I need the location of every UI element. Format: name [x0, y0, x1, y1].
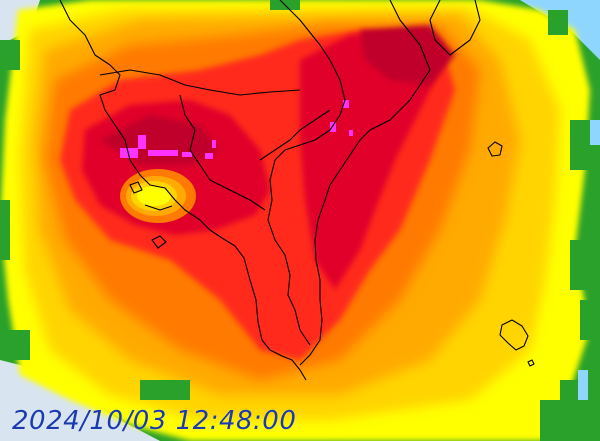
- coastline-east: [299, 0, 431, 366]
- boundary-line-2: [179, 94, 266, 211]
- islet-near-eye-1: [129, 181, 143, 194]
- islet-far-southeast: [527, 359, 535, 367]
- islet-near-eye-2: [151, 235, 167, 249]
- no-echo-northeast: [520, 0, 600, 60]
- boundary-line-1: [99, 69, 301, 96]
- coastline-layer: [59, 0, 535, 381]
- boundary-line-4: [267, 159, 311, 346]
- coastline-north: [274, 0, 346, 161]
- timestamp-label: 2024/10/03 12:48:00: [12, 406, 297, 436]
- island-east: [487, 141, 503, 157]
- coastline-mainland: [59, 0, 307, 381]
- echo-intense-north-band: [300, 30, 445, 290]
- boundary-line-3: [259, 109, 331, 161]
- echo-east-cyan: [578, 120, 600, 400]
- boundary-line-5: [429, 0, 481, 56]
- echo-extreme-patch-1: [360, 25, 455, 85]
- typhoon-eye: [120, 169, 196, 223]
- islet-inlet: [144, 204, 173, 211]
- island-southeast: [499, 319, 529, 351]
- echo-violent-cells: [120, 100, 353, 159]
